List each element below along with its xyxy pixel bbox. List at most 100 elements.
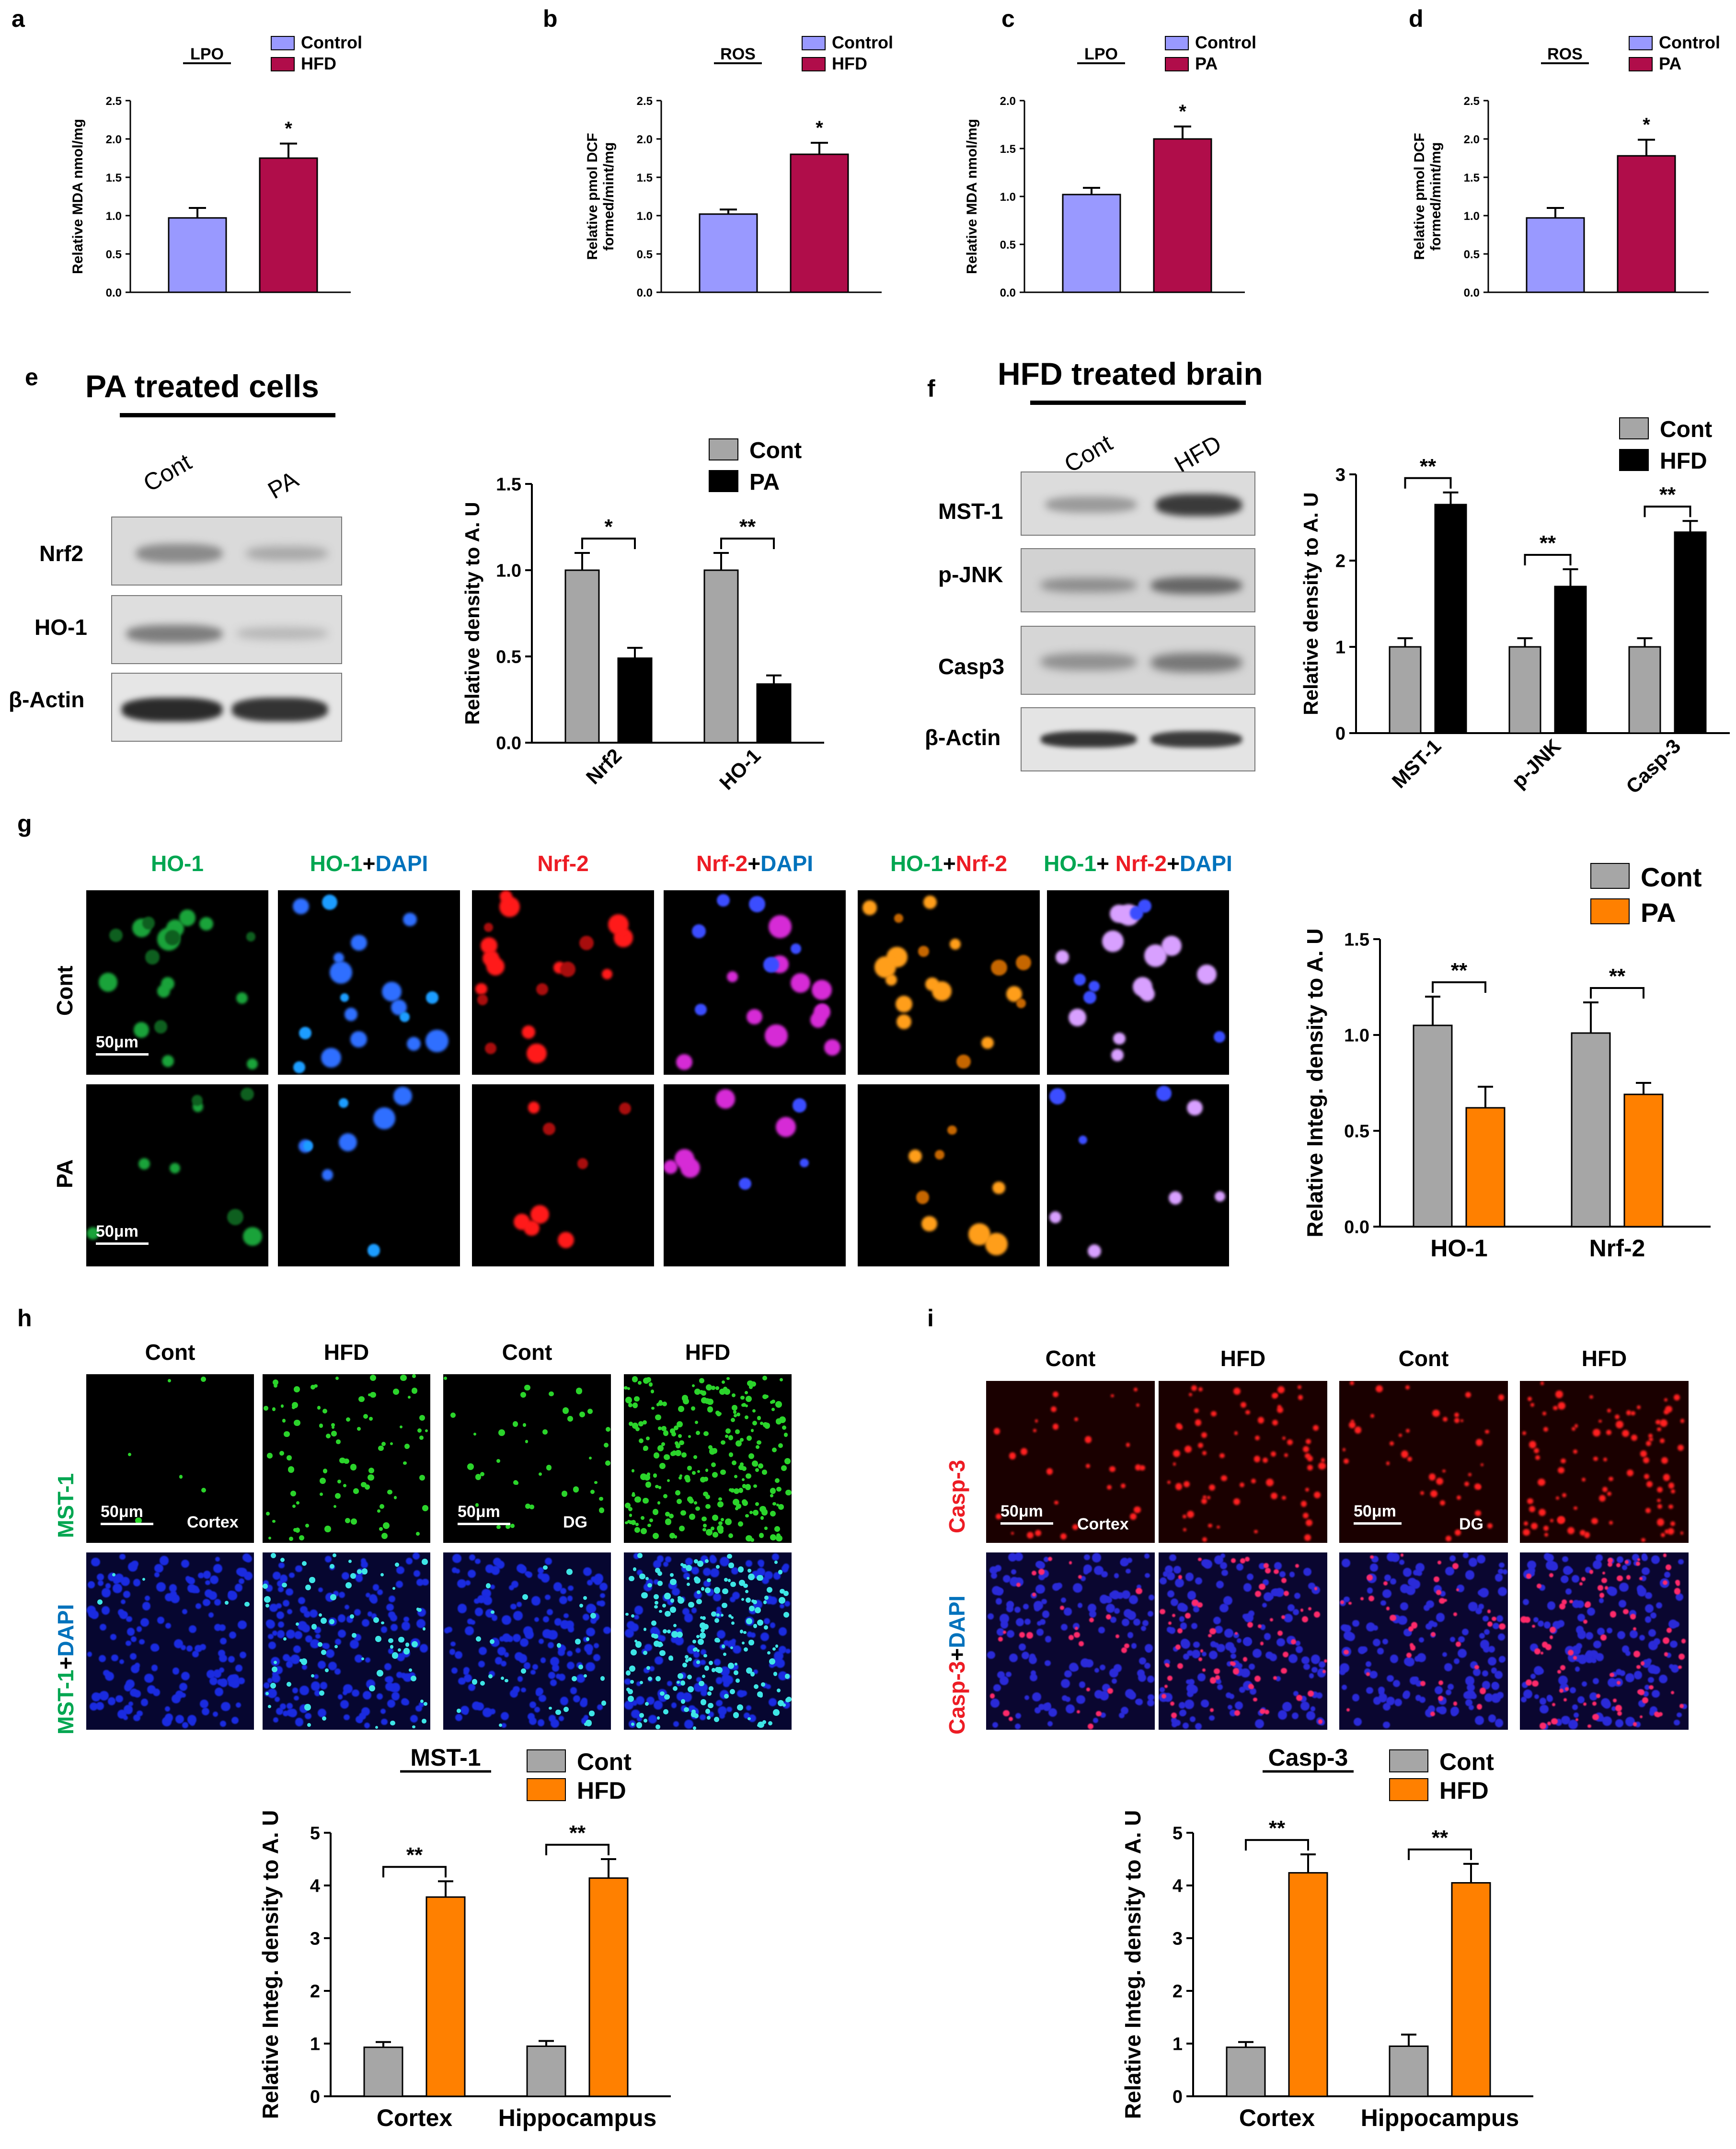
fluorescent-cell (280, 1557, 285, 1562)
chart-h-ytick-label: 5 (310, 1824, 320, 1844)
fluorescent-cell (559, 1596, 568, 1605)
chart-d-ylabel: Relative pmol DCF (1412, 133, 1427, 260)
fluorescent-cell (1545, 1644, 1552, 1651)
fluorescent-cell (1192, 1649, 1200, 1658)
fluorescent-cell (1560, 1575, 1569, 1584)
fluorescent-cell (730, 1581, 736, 1587)
fluorescent-cell (1293, 1690, 1299, 1696)
chart-a-ytick-label: 2.5 (106, 95, 122, 108)
fluorescent-cell (1547, 1601, 1556, 1610)
fluorescent-cell (140, 1618, 149, 1627)
fluorescent-cell (101, 1606, 110, 1615)
fluorescent-cell (710, 1556, 717, 1563)
fluorescent-cell (583, 1674, 587, 1678)
fluorescent-cell (775, 1644, 779, 1648)
fluorescent-cell (1370, 1414, 1374, 1418)
fluorescent-cell (1623, 1609, 1629, 1615)
fluorescent-cell (680, 1563, 684, 1567)
fluorescent-cell (1341, 1624, 1348, 1632)
fluorescent-cell (645, 1702, 649, 1706)
chart-i-bar-hfd-0 (1288, 1872, 1328, 2097)
fluorescent-cell (320, 1682, 328, 1690)
fluorescent-cell (747, 1717, 751, 1721)
fluorescent-cell (718, 1706, 727, 1716)
fluorescent-cell (1410, 1645, 1416, 1651)
fluorescent-cell (381, 1718, 388, 1725)
fluorescent-cell (674, 1149, 695, 1169)
fluorescent-cell (474, 1607, 483, 1616)
fluorescent-cell (187, 1584, 196, 1593)
fluorescent-cell (1465, 1570, 1475, 1580)
fluorescent-cell (1346, 1708, 1350, 1712)
fluorescent-cell (1114, 1573, 1119, 1578)
fluorescent-cell (776, 1117, 796, 1138)
fluorescent-cell (590, 1490, 595, 1494)
fluorescent-cell (393, 1086, 413, 1106)
fluorescent-cell (1606, 1429, 1611, 1435)
fluorescent-cell (741, 1478, 745, 1482)
fluorescent-cell (1007, 1630, 1015, 1638)
fluorescent-cell (293, 1528, 298, 1532)
fluorescent-cell (1482, 1681, 1491, 1689)
fluorescent-cell (1587, 1724, 1591, 1728)
fluorescent-cell (1582, 1478, 1586, 1482)
blot-e-lane-cont: Cont (138, 448, 196, 497)
fluorescent-cell (167, 1379, 171, 1382)
fluorescent-cell (1670, 1521, 1675, 1526)
fluorescent-cell (1373, 1697, 1381, 1705)
fluorescent-cell (1303, 1446, 1310, 1452)
fluorescent-cell (510, 1603, 517, 1609)
fluorescent-cell (635, 1641, 642, 1648)
fluorescent-cell (770, 1488, 776, 1494)
fluorescent-cell (134, 1663, 140, 1668)
fluorescent-cell (1592, 1713, 1599, 1721)
fluorescent-cell (156, 1582, 166, 1592)
scale-bar-label: 50μm (101, 1503, 143, 1521)
i-column-title: Cont (1398, 1346, 1449, 1371)
fluorescent-cell (1214, 1031, 1225, 1043)
fluorescent-cell (1468, 1473, 1472, 1476)
fluorescent-cell (1616, 1421, 1623, 1428)
fluorescent-cell (1033, 1429, 1036, 1432)
fluorescent-cell (728, 1533, 734, 1538)
fluorescent-cell (1047, 1721, 1053, 1727)
fluorescent-cell (154, 1563, 164, 1573)
fluorescent-cell (750, 1381, 757, 1387)
fluorescent-cell (1488, 1645, 1495, 1653)
fluorescent-cell (294, 1386, 300, 1392)
fluorescent-cell (1660, 1438, 1665, 1443)
fluorescent-cell (1078, 1575, 1082, 1579)
fluorescent-cell (417, 1428, 422, 1433)
fluorescent-cell (532, 1664, 538, 1670)
fluorescent-cell (1076, 1710, 1081, 1713)
fluorescent-cell (673, 1686, 678, 1691)
fluorescent-cell (117, 1609, 125, 1616)
fluorescent-cell (179, 1475, 183, 1479)
fluorescent-cell (750, 1632, 756, 1638)
fluorescent-cell (770, 1534, 776, 1540)
fluorescent-cell (734, 1670, 738, 1676)
fluorescent-cell (1018, 1643, 1026, 1651)
fluorescent-cell (670, 1573, 674, 1577)
fluorescent-cell (1430, 1711, 1435, 1716)
fluorescent-cell (210, 1575, 218, 1584)
fluorescent-cell (699, 1390, 704, 1394)
fluorescent-cell (556, 1643, 562, 1648)
chart-h-ytick-label: 2 (310, 1982, 320, 2002)
fluorescent-cell (295, 1528, 300, 1533)
fluorescent-cell (763, 957, 779, 973)
fluorescent-cell (1213, 1643, 1219, 1648)
fluorescent-cell (390, 1442, 393, 1446)
fluorescent-cell (717, 1501, 724, 1508)
chart-d-ylabel: formed/mint/mg (1428, 142, 1444, 251)
fluorescent-cell (573, 1695, 581, 1703)
i-micrograph-merge (1339, 1552, 1508, 1730)
fluorescent-cell (1561, 1459, 1566, 1464)
fluorescent-cell (599, 1582, 608, 1591)
fluorescent-cell (1666, 1652, 1672, 1658)
fluorescent-cell (1469, 1704, 1474, 1710)
fluorescent-cell (1313, 1491, 1321, 1498)
fluorescent-cell (99, 1691, 109, 1701)
fluorescent-cell (1651, 1555, 1660, 1564)
fluorescent-cell (1177, 1663, 1183, 1669)
